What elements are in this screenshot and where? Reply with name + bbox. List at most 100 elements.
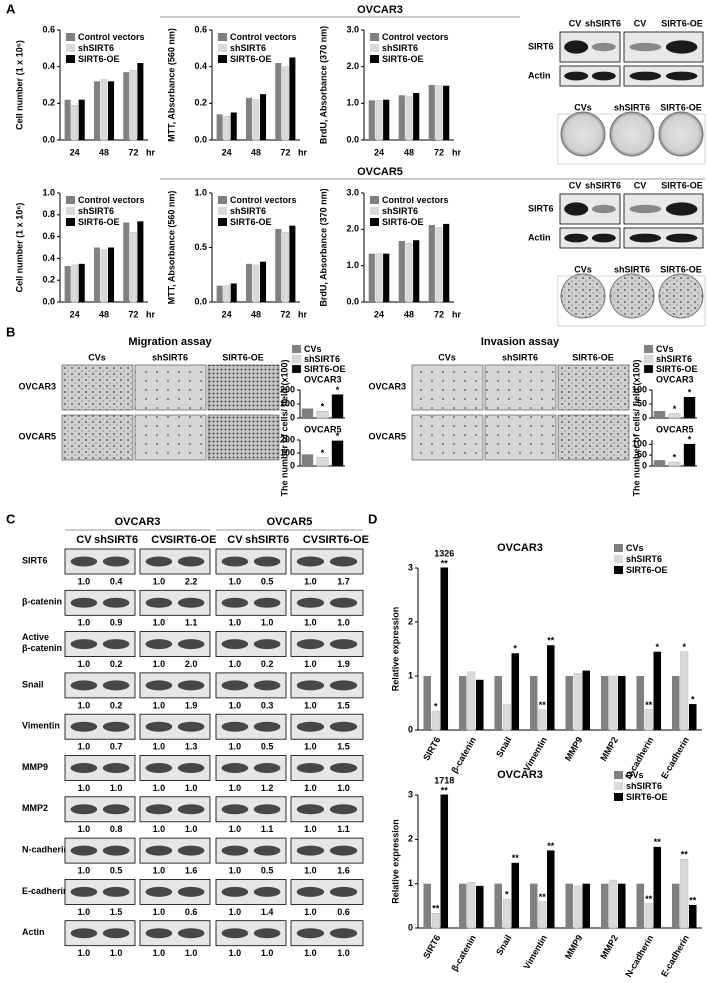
quantification: 1.0: [229, 576, 242, 586]
x-tick-label: 72: [128, 147, 138, 157]
bar: [573, 673, 582, 731]
blot-band: [70, 886, 98, 897]
blot-band: [253, 556, 281, 567]
blot-band: [329, 886, 358, 897]
x-tick-label: 24: [70, 309, 80, 319]
micrograph: [207, 414, 280, 461]
row-label: Vimentin: [22, 721, 60, 731]
legend-label: SIRT6-OE: [304, 364, 346, 374]
blot-band: [102, 721, 130, 732]
y-tick-label: 0.5: [194, 242, 207, 252]
bar: [398, 95, 405, 140]
y-tick-label: 2: [408, 834, 413, 844]
micrograph: [557, 364, 630, 411]
y-tick-label: 3: [408, 789, 413, 799]
y-axis-label: Relative expression: [390, 607, 400, 692]
micrograph: [207, 364, 280, 411]
quantification: 1.0: [78, 700, 91, 710]
y-tick-label: 2.0: [346, 61, 359, 71]
quantification: 1.0: [304, 948, 317, 958]
legend-swatch: [643, 364, 654, 374]
legend-label: shSIRT6: [656, 354, 692, 364]
x-tick-label: 24: [70, 147, 80, 157]
plate-label: shSIRT6: [614, 102, 650, 112]
bar: [529, 883, 538, 928]
blot-band: [329, 639, 358, 650]
bar: [502, 704, 511, 731]
blot-band: [591, 42, 616, 52]
quantification: 0.8: [110, 824, 123, 834]
bar: [428, 85, 435, 140]
bar: [423, 676, 431, 730]
bar: [618, 676, 626, 730]
significance-mark: *: [336, 431, 340, 441]
y-tick-label: 0: [642, 460, 647, 470]
x-tick-label: 24: [374, 309, 384, 319]
quantification: 1.0: [304, 824, 317, 834]
bar: [230, 283, 237, 302]
blot-band: [253, 928, 281, 939]
quantification: 1.0: [78, 783, 91, 793]
legend-label: CVs: [626, 770, 644, 780]
y-tick-label: 200: [280, 384, 295, 394]
lane-label: CV: [569, 18, 582, 28]
row-label: Actin: [22, 927, 45, 937]
plate-label: SIRT6-OE: [660, 264, 702, 274]
quantification: 1.1: [185, 618, 198, 628]
significance-mark: **: [547, 636, 555, 646]
row-label: Snail: [22, 679, 44, 689]
bar: [443, 85, 450, 140]
legend-swatch: [218, 196, 227, 204]
blot-band: [145, 928, 173, 939]
blot-band: [145, 886, 173, 897]
plate-label: shSIRT6: [614, 264, 650, 274]
bar: [428, 224, 435, 302]
quantification: 1.5: [337, 700, 350, 710]
bar: [609, 879, 618, 929]
quantification: 1.0: [78, 576, 91, 586]
column-label: shSIRT6: [152, 352, 188, 362]
bar: [123, 72, 130, 140]
blot-band: [102, 597, 130, 608]
quantification: 1.0: [337, 948, 350, 958]
significance-mark: *: [321, 402, 325, 412]
row-label: Active: [22, 632, 49, 642]
quantification: 0.6: [337, 907, 350, 917]
y-tick-label: 0.2: [194, 98, 207, 108]
blot-band: [665, 202, 698, 216]
bar: [245, 263, 252, 302]
bar: [502, 898, 511, 929]
bar: [511, 653, 520, 730]
chart-title: OVCAR3: [497, 542, 543, 554]
quantification: 1.9: [185, 700, 198, 710]
lane-label: SIRT6-OE: [661, 18, 703, 28]
quantification: 1.0: [229, 659, 242, 669]
bar: [538, 709, 547, 731]
blot-band: [145, 721, 173, 732]
lane-label: CV: [227, 534, 243, 546]
blot-band: [102, 845, 130, 856]
bar: [671, 883, 680, 928]
bar: [252, 264, 260, 303]
blot-band: [177, 597, 205, 608]
legend-label: shSIRT6: [382, 206, 418, 216]
bar: [64, 99, 71, 140]
legend-label: shSIRT6: [626, 554, 662, 564]
quantification: 1.0: [261, 618, 274, 628]
blot-band: [296, 804, 325, 815]
blot-band: [329, 556, 358, 567]
quantification: 1.0: [153, 948, 166, 958]
quantification: 1.0: [304, 865, 317, 875]
blot-band: [296, 721, 325, 732]
bar: [689, 704, 697, 730]
legend-label: SIRT6-OE: [626, 792, 668, 802]
significance-mark: *: [691, 694, 695, 704]
legend-label: CVs: [656, 344, 674, 354]
bar: [100, 249, 108, 303]
x-tick-label: 48: [99, 309, 109, 319]
bar: [458, 883, 467, 928]
y-tick-label: 2: [408, 616, 413, 626]
blot-band: [591, 204, 616, 214]
bar: [316, 411, 329, 419]
x-tick-label: 48: [251, 309, 261, 319]
